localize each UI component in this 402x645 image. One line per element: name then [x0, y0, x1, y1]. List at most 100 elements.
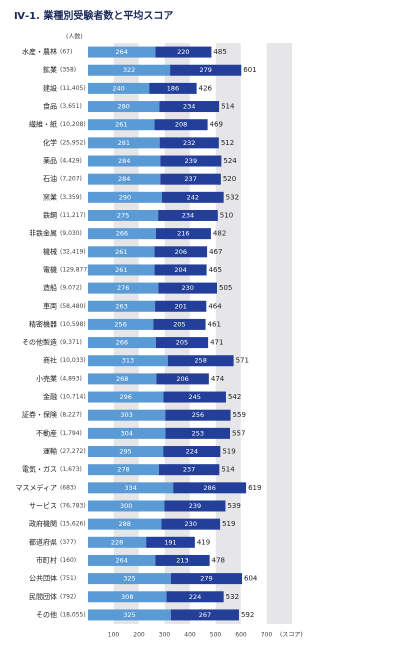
bar-segment	[155, 46, 212, 58]
bar-segment	[170, 573, 243, 585]
value-label: 224	[189, 593, 201, 601]
value-label: 201	[174, 302, 186, 310]
value-label: 334	[124, 484, 136, 492]
value-label: 261	[115, 248, 127, 256]
value-label: 322	[123, 66, 135, 74]
bar-segment	[88, 355, 168, 367]
total-label: 559	[233, 411, 246, 419]
bar-segment	[88, 137, 160, 149]
value-label: 206	[175, 248, 187, 256]
value-label: 288	[119, 520, 131, 528]
count-label: (11,405)	[60, 85, 86, 92]
count-label: (25,952)	[60, 139, 86, 146]
value-label: 300	[120, 502, 132, 510]
total-label: 482	[213, 230, 226, 238]
count-label: (15,626)	[60, 521, 86, 528]
bar-segment	[173, 482, 247, 494]
value-label: 237	[183, 466, 195, 474]
value-label: 253	[192, 429, 204, 437]
value-label: 204	[174, 266, 186, 274]
value-label: 276	[117, 284, 129, 292]
bar-segment	[88, 391, 164, 403]
count-label: (377)	[60, 539, 76, 546]
bar-segment	[156, 373, 209, 385]
bar-segment	[158, 464, 220, 476]
bar-segment	[155, 300, 207, 312]
value-label: 261	[115, 266, 127, 274]
value-label: 290	[119, 193, 131, 201]
x-tick-label: 100	[108, 632, 120, 639]
count-label: (1,673)	[60, 466, 82, 473]
value-label: 234	[183, 103, 195, 111]
value-label: 256	[114, 320, 126, 328]
grid-band	[266, 43, 292, 624]
category-label: サービス	[29, 501, 57, 510]
total-label: 592	[241, 611, 254, 619]
bar-segment	[160, 173, 221, 185]
count-label: (76,783)	[60, 502, 86, 509]
chart-title: Ⅳ-1. 業種別受験者数と平均スコア	[14, 9, 173, 22]
bar-segment	[88, 246, 155, 258]
value-label: 237	[184, 175, 196, 183]
bar-segment	[170, 64, 242, 76]
bar-segment	[88, 46, 156, 58]
x-axis-label: (スコア)	[280, 632, 303, 639]
bar-segment	[88, 228, 156, 240]
category-label: 都道府県	[29, 537, 57, 546]
total-label: 519	[222, 520, 235, 528]
bar-segment	[88, 591, 167, 603]
count-label: (10,033)	[60, 357, 86, 364]
value-label: 286	[203, 484, 215, 492]
bar-segment	[88, 209, 159, 221]
x-tick-label: 300	[159, 632, 171, 639]
category-label: その他	[36, 610, 57, 619]
total-label: 604	[244, 575, 258, 583]
category-label: 造船	[43, 283, 57, 292]
bar-segment	[161, 518, 221, 530]
bar-segment	[88, 373, 157, 385]
bar-segment	[155, 228, 211, 240]
total-label: 469	[210, 121, 223, 129]
value-label: 242	[187, 193, 199, 201]
value-label: 264	[115, 48, 127, 56]
category-label: 非鉄金属	[29, 229, 57, 238]
category-label: 鉄鋼	[43, 210, 57, 219]
bar-segment	[165, 427, 231, 439]
total-label: 467	[209, 248, 222, 256]
total-label: 505	[219, 284, 232, 292]
bar-segment	[155, 554, 210, 566]
category-label: 金融	[43, 392, 57, 401]
category-label: 運輸	[43, 447, 57, 456]
grid-band	[215, 43, 241, 624]
value-label: 295	[119, 448, 131, 456]
count-label: (11,217)	[60, 212, 86, 219]
total-label: 474	[211, 375, 225, 383]
value-label: 239	[185, 157, 197, 165]
category-label: 石油	[43, 174, 57, 183]
count-label: (8,227)	[60, 412, 82, 419]
value-label: 266	[116, 339, 128, 347]
value-label: 296	[120, 393, 132, 401]
value-label: 284	[118, 175, 130, 183]
bar-segment	[154, 119, 208, 131]
count-label: (人数)	[66, 33, 83, 41]
count-label: (27,272)	[60, 448, 86, 455]
count-label: (4,429)	[60, 158, 82, 165]
total-label: 419	[197, 538, 210, 546]
bar-segment	[159, 101, 220, 113]
bar-segment	[165, 409, 231, 421]
category-label: 商社	[43, 356, 57, 365]
value-label: 279	[200, 575, 212, 583]
x-tick-label: 400	[184, 632, 196, 639]
category-label: 小売業	[36, 374, 57, 383]
total-label: 512	[221, 139, 234, 147]
category-label: 機械	[43, 247, 57, 256]
bar-segment	[88, 64, 171, 76]
total-label: 519	[222, 448, 235, 456]
value-label: 239	[189, 502, 201, 510]
bar-segment	[158, 209, 218, 221]
value-label: 230	[185, 520, 197, 528]
bar-segment	[154, 246, 208, 258]
bar-segment	[88, 518, 162, 530]
